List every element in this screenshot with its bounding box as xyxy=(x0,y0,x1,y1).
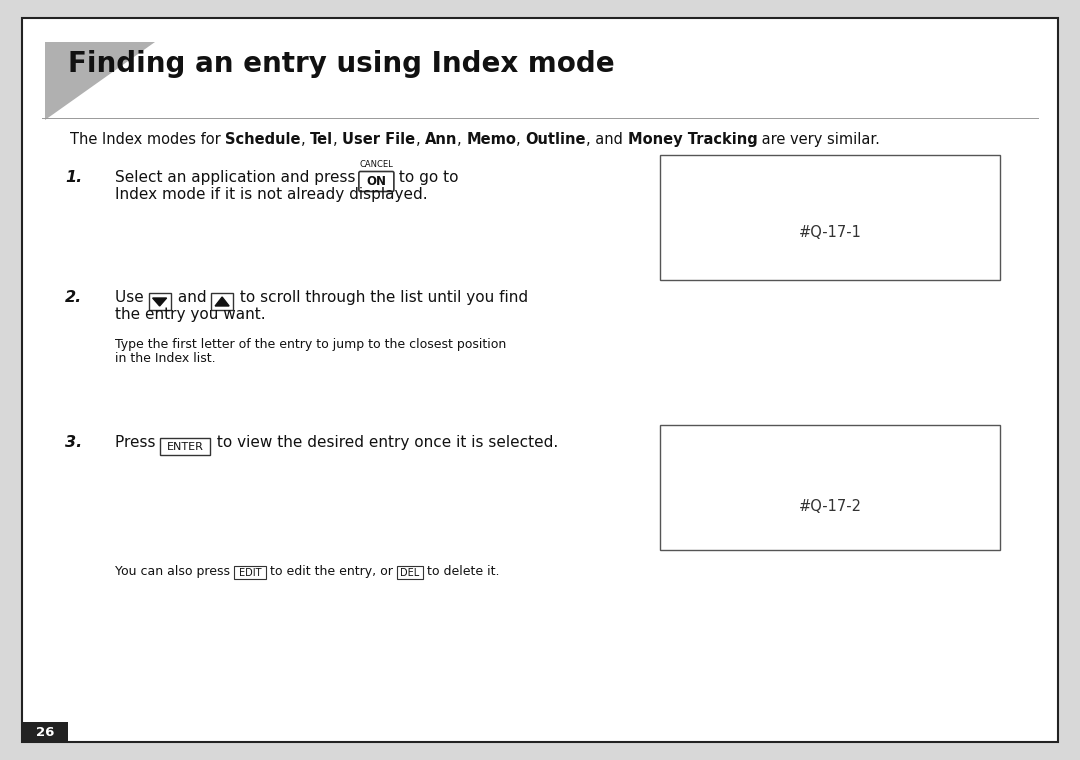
Text: ENTER: ENTER xyxy=(167,442,204,451)
Text: in the Index list.: in the Index list. xyxy=(114,352,216,365)
Text: Finding an entry using Index mode: Finding an entry using Index mode xyxy=(68,50,615,78)
Text: Memo: Memo xyxy=(467,132,516,147)
Bar xyxy=(660,155,1000,280)
Text: to scroll through the list until you find: to scroll through the list until you fin… xyxy=(235,290,528,305)
Text: ,: , xyxy=(416,132,424,147)
Text: The Index modes for: The Index modes for xyxy=(70,132,226,147)
Text: Select an application and press: Select an application and press xyxy=(114,170,361,185)
Text: Index mode if it is not already displayed.: Index mode if it is not already displaye… xyxy=(114,187,428,202)
Text: You can also press: You can also press xyxy=(114,565,234,578)
Text: the entry you want.: the entry you want. xyxy=(114,307,266,322)
Text: Tel: Tel xyxy=(310,132,334,147)
Text: Use: Use xyxy=(114,290,149,305)
Bar xyxy=(149,293,171,310)
Text: DEL: DEL xyxy=(401,568,419,578)
Text: Press: Press xyxy=(114,435,160,450)
Text: ,: , xyxy=(457,132,467,147)
Text: User File: User File xyxy=(342,132,416,147)
Text: CANCEL: CANCEL xyxy=(360,160,393,169)
Text: 1.: 1. xyxy=(65,170,82,185)
Polygon shape xyxy=(152,298,166,306)
Bar xyxy=(396,566,423,579)
Text: Outline: Outline xyxy=(526,132,586,147)
Text: to view the desired entry once it is selected.: to view the desired entry once it is sel… xyxy=(213,435,558,450)
Text: Ann: Ann xyxy=(424,132,457,147)
Text: ,: , xyxy=(301,132,310,147)
Polygon shape xyxy=(215,297,229,306)
Text: to edit the entry, or: to edit the entry, or xyxy=(266,565,396,578)
Bar xyxy=(211,293,233,310)
Text: Press: Press xyxy=(114,435,160,450)
Text: , and: , and xyxy=(586,132,627,147)
Polygon shape xyxy=(45,42,156,120)
Text: 26: 26 xyxy=(36,726,54,739)
Bar xyxy=(660,425,1000,550)
Text: EDIT: EDIT xyxy=(239,568,261,578)
Bar xyxy=(234,566,266,579)
Text: 2.: 2. xyxy=(65,290,82,305)
Text: #Q-17-2: #Q-17-2 xyxy=(798,499,862,514)
Text: ,: , xyxy=(334,132,342,147)
Text: 3.: 3. xyxy=(65,435,82,450)
Text: to delete it.: to delete it. xyxy=(423,565,499,578)
Text: to go to: to go to xyxy=(394,170,459,185)
Text: are very similar.: are very similar. xyxy=(757,132,880,147)
Text: #Q-17-1: #Q-17-1 xyxy=(798,225,862,240)
Bar xyxy=(160,438,211,455)
Text: Type the first letter of the entry to jump to the closest position: Type the first letter of the entry to ju… xyxy=(114,338,507,351)
Bar xyxy=(22,722,68,742)
Text: ON: ON xyxy=(366,175,387,188)
FancyBboxPatch shape xyxy=(359,172,394,192)
Text: and: and xyxy=(173,290,211,305)
Text: Schedule: Schedule xyxy=(226,132,301,147)
Text: Money Tracking: Money Tracking xyxy=(627,132,757,147)
Text: ,: , xyxy=(516,132,526,147)
